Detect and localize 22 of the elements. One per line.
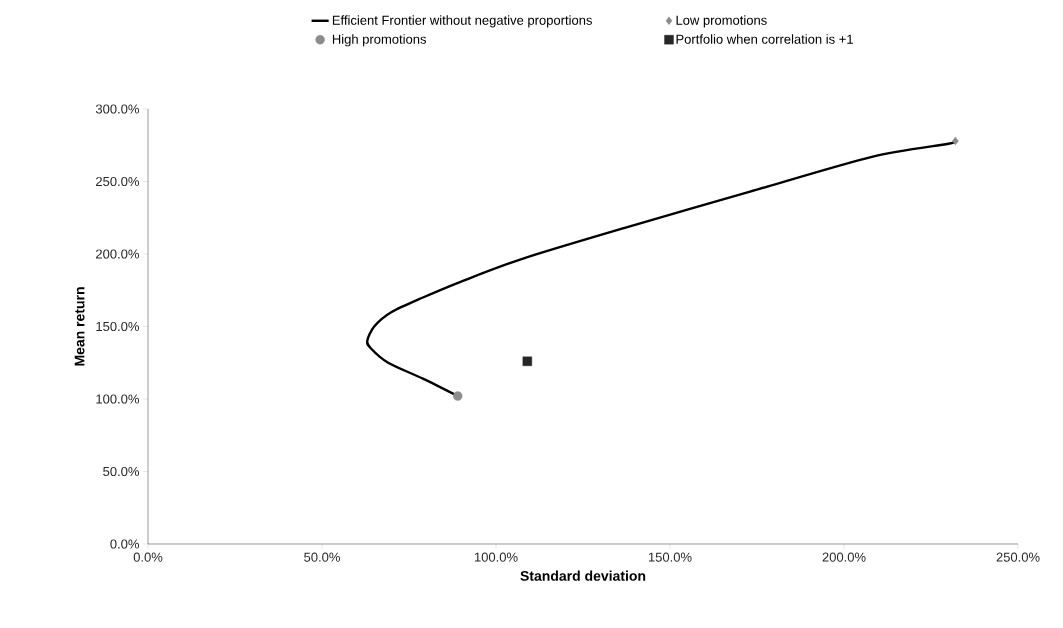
x-tick-label: 200.0% (822, 552, 866, 562)
y-tick-label: 50.0% (103, 466, 140, 477)
x-tick-label: 250.0% (996, 552, 1040, 562)
y-tick-label: 300.0% (95, 104, 140, 114)
y-tick-label: 150.0% (96, 321, 140, 332)
point (453, 391, 463, 401)
x-tick-label: 150.0% (648, 552, 692, 562)
y-axis-title: Mean return (74, 287, 85, 366)
legend-label: High promotions (332, 34, 427, 47)
legend-label: Low promotions (676, 15, 767, 28)
point (522, 356, 533, 366)
legend-label: Efficient Frontier without negative proportions (332, 15, 592, 28)
y-tick-label: 250.0% (96, 176, 140, 187)
x-axis-title: Standard deviation (520, 570, 646, 581)
y-tick-label: 200.0% (96, 249, 140, 259)
x-tick-label: 50.0% (304, 552, 340, 562)
x-tick-label: 100.0% (474, 552, 518, 562)
x-tick-label: 0.0% (133, 552, 163, 562)
y-tick-label: 100.0% (96, 394, 140, 404)
y-tick-label: 0.0% (110, 539, 140, 549)
legend-label: Portfolio when correlation is +1 (676, 34, 853, 44)
point (952, 136, 959, 146)
